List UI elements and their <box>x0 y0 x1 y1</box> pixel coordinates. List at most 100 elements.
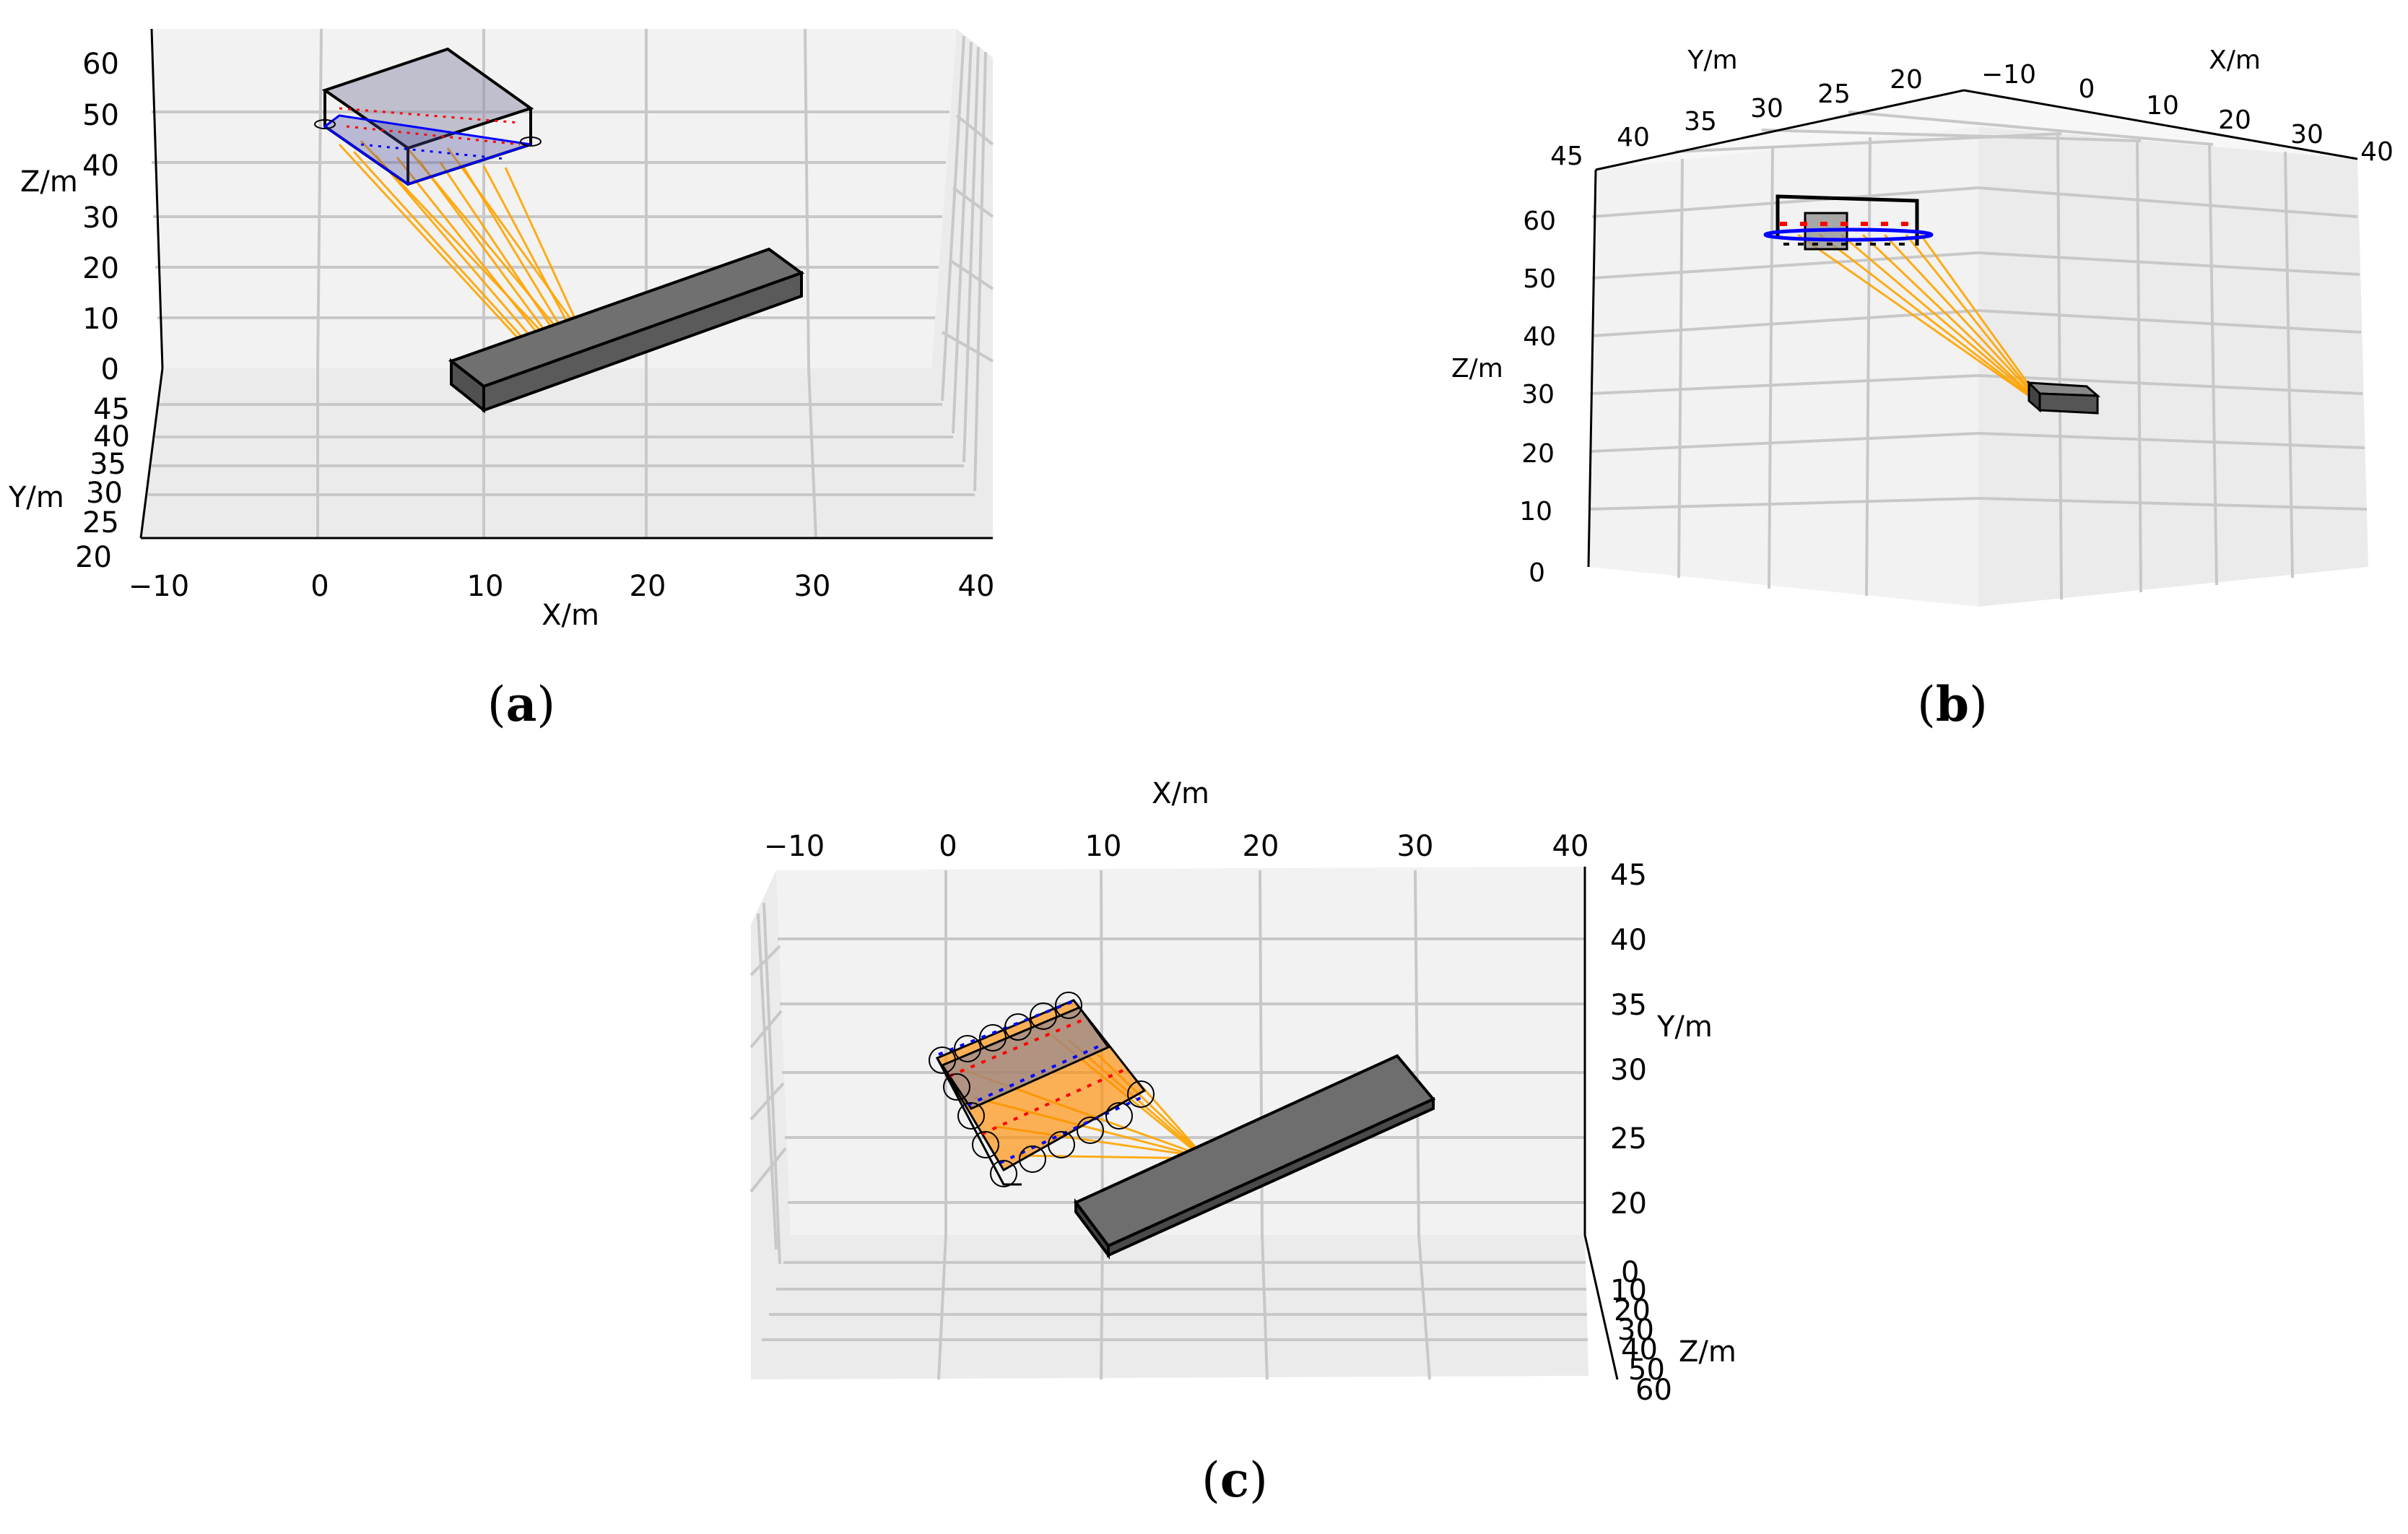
panel-a-z-tick: 10 <box>82 303 119 336</box>
panel-a-x-tick: 30 <box>794 570 831 603</box>
panel-c-grid <box>749 870 1588 1380</box>
panel-b-x-tick: 40 <box>2360 137 2394 167</box>
panel-c-x-tick: 40 <box>1552 830 1589 863</box>
panel-b-x-tick: −10 <box>1981 60 2036 90</box>
panel-c-z-tick: 30 <box>1617 1314 1654 1347</box>
panel-b-z-tick: 60 <box>1523 207 1556 236</box>
panel-b-z-tick: 40 <box>1523 322 1556 352</box>
panel-b-target <box>2026 380 2101 415</box>
panel-b-x-label: X/m <box>2209 46 2261 75</box>
panel-b-y-tick: 20 <box>1890 65 1923 95</box>
panel-c-x-tick: 20 <box>1243 830 1279 863</box>
panel-b-y-tick: 30 <box>1750 94 1783 124</box>
panel-a-floor-pane <box>141 368 993 538</box>
panel-b-right-pane <box>1978 126 2368 607</box>
panel-c-y-tick: 40 <box>1610 924 1647 957</box>
panel-a-y-ticks: 45 40 35 30 25 20 <box>75 393 130 574</box>
panel-a-z-ticks: 60 50 40 30 20 10 0 <box>82 48 119 386</box>
panel-b-x-tick: 0 <box>2079 74 2095 104</box>
panel-c-x-ticks: −10 0 10 20 30 40 <box>764 830 1589 863</box>
panel-c-z-tick: 20 <box>1614 1294 1651 1327</box>
panel-b-top-pane <box>1596 90 2357 170</box>
panel-c-y-tick: 35 <box>1610 989 1647 1022</box>
panel-b-x-ticks: −10 0 10 20 30 40 <box>1981 60 2394 167</box>
panel-b-x-tick: 10 <box>2146 91 2179 121</box>
panel-c-target <box>1073 1054 1436 1260</box>
panel-a-grid <box>148 28 994 539</box>
panel-c-caption: (c) <box>1201 1452 1268 1508</box>
panel-b-grid <box>1588 110 2368 600</box>
panel-a-y-tick: 45 <box>93 393 130 426</box>
panel-b-y-ticks: 45 40 35 30 25 20 <box>1550 65 1923 171</box>
panel-a-y-tick: 25 <box>82 506 119 540</box>
panel-a-x-label: X/m <box>542 599 599 632</box>
panel-a-z-label: Z/m <box>20 165 78 199</box>
panel-c-y-ticks: 45 40 35 30 25 20 <box>1610 859 1647 1221</box>
panel-b-caption: (b) <box>1917 676 1988 732</box>
panel-b-z-tick: 30 <box>1521 380 1555 410</box>
panel-a-y-tick: 30 <box>86 477 123 510</box>
panel-a-target <box>448 247 805 414</box>
panel-c-x-tick: 0 <box>939 830 957 863</box>
panel-b-beams <box>1797 233 2042 402</box>
panel-c-x-label: X/m <box>1152 777 1209 810</box>
panel-b-z-tick: 20 <box>1521 439 1555 469</box>
panel-c-z-tick: 40 <box>1621 1333 1658 1366</box>
panel-a-y-tick: 35 <box>90 448 126 481</box>
panel-c-floor-pane <box>751 1235 1588 1379</box>
panel-c-z-tick: 0 <box>1621 1256 1639 1289</box>
panel-a-y-tick: 20 <box>75 541 112 574</box>
panel-c-z-ticks: 0 10 20 30 40 50 60 <box>1610 1256 1672 1407</box>
panel-a-x-tick: 0 <box>310 570 329 603</box>
panel-a-x-tick: 20 <box>630 570 666 603</box>
panel-a-y-axis <box>139 368 164 539</box>
panel-a-x-tick: −10 <box>129 570 189 603</box>
panel-a: 60 50 40 30 20 10 0 Z/m 45 40 35 30 25 2… <box>8 28 995 632</box>
panel-b-z-tick: 0 <box>1529 558 1545 588</box>
panel-c-y-tick: 20 <box>1610 1187 1647 1221</box>
panel-b-y-tick: 35 <box>1684 107 1717 136</box>
panel-b-x-axis <box>1963 89 2358 160</box>
panel-b-z-label: Z/m <box>1451 354 1503 384</box>
panel-a-z-tick: 0 <box>101 353 119 386</box>
panel-c-z-tick: 10 <box>1610 1274 1647 1307</box>
panel-b-x-tick: 20 <box>2218 105 2251 135</box>
panel-a-z-tick: 30 <box>82 202 119 235</box>
panel-b-left-pane <box>1588 126 1978 607</box>
panel-a-x-tick: 40 <box>958 570 995 603</box>
panel-c-array <box>929 992 1155 1187</box>
panel-c-z-label: Z/m <box>1679 1335 1737 1369</box>
panel-c-x-tick: −10 <box>764 830 825 863</box>
panel-b-y-label: Y/m <box>1687 46 1737 75</box>
panel-a-x-tick: 10 <box>467 570 504 603</box>
panel-c-back-pane <box>776 867 1585 1235</box>
panel-b-y-tick: 25 <box>1817 79 1851 109</box>
panel-c-x-tick: 10 <box>1085 830 1122 863</box>
panel-c-x-tick: 30 <box>1397 830 1434 863</box>
panel-a-array <box>314 47 542 186</box>
panel-b-y-tick: 40 <box>1617 123 1650 152</box>
panel-c-z-tick: 60 <box>1635 1374 1672 1407</box>
panel-a-z-tick: 20 <box>82 252 119 285</box>
panel-c-y-tick: 25 <box>1610 1122 1647 1156</box>
panel-b-z-tick: 50 <box>1523 264 1556 294</box>
panel-b-z-axis <box>1587 169 1597 568</box>
panel-a-z-axis <box>150 28 164 369</box>
panel-a-z-tick: 60 <box>82 48 119 81</box>
panel-a-y-label: Y/m <box>8 481 64 514</box>
panel-c-z-axis <box>1583 1234 1619 1380</box>
panel-b-z-tick: 10 <box>1519 497 1552 526</box>
panel-b-array <box>1763 194 1934 251</box>
panel-a-y-tick: 40 <box>93 420 130 454</box>
panel-b: 60 50 40 30 20 10 0 Z/m 45 40 35 30 25 2… <box>1451 46 2394 607</box>
panel-a-caption: (a) <box>487 676 555 732</box>
panel-c-y-tick: 30 <box>1610 1054 1647 1087</box>
panel-b-y-axis <box>1595 89 1965 171</box>
panel-b-x-tick: 30 <box>2290 120 2324 150</box>
panel-a-x-ticks: −10 0 10 20 30 40 <box>129 570 995 603</box>
panel-a-z-tick: 50 <box>82 99 119 132</box>
panel-b-y-tick: 45 <box>1550 142 1583 171</box>
panel-c-z-tick: 50 <box>1628 1353 1665 1387</box>
panel-b-z-ticks: 60 50 40 30 20 10 0 <box>1519 207 1556 588</box>
panel-a-z-tick: 40 <box>82 150 119 183</box>
